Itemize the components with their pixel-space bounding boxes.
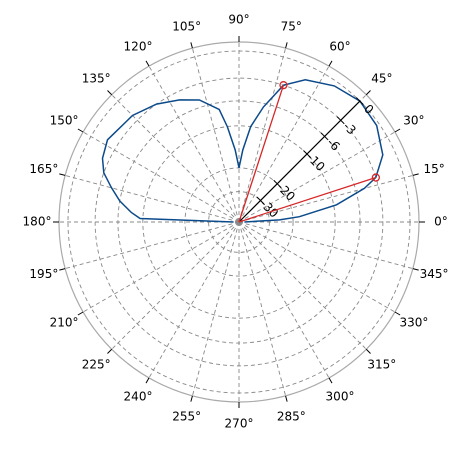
angle-label: 90° — [228, 13, 249, 27]
angle-label: 165° — [29, 162, 58, 176]
angle-label: 45° — [371, 72, 392, 86]
angle-label: 270° — [225, 417, 254, 431]
angle-label: 105° — [172, 19, 201, 33]
angle-label: 210° — [50, 316, 79, 330]
angle-label: 75° — [281, 19, 302, 33]
marker-point — [279, 81, 288, 90]
radial-tick — [356, 97, 364, 105]
angle-label: 240° — [124, 389, 153, 403]
angle-label: 135° — [82, 72, 111, 86]
grid-spoke — [65, 174, 240, 223]
angle-label: 15° — [423, 162, 444, 176]
angle-label: 30° — [403, 114, 424, 128]
grid-spoke — [82, 131, 240, 223]
angle-label: 0° — [434, 215, 448, 229]
angle-label: 315° — [367, 357, 396, 371]
angle-tick — [412, 268, 419, 271]
angle-label: 225° — [82, 357, 111, 371]
angle-tick — [77, 128, 84, 133]
radial-tick — [320, 132, 329, 141]
angle-tick — [365, 90, 371, 96]
angle-label: 300° — [326, 389, 355, 403]
angle-tick — [145, 60, 150, 67]
angle-label: 345° — [420, 267, 449, 281]
angle-tick — [328, 60, 333, 67]
angle-tick — [285, 42, 288, 49]
angle-tick — [59, 173, 66, 176]
grid-spoke — [65, 221, 240, 270]
angle-label: 195° — [29, 267, 58, 281]
angle-tick — [59, 268, 66, 271]
angle-tick — [394, 311, 401, 316]
angle-tick — [328, 377, 333, 384]
grid-spoke — [111, 221, 240, 350]
grid-spoke — [238, 48, 287, 223]
marker-ray — [238, 84, 285, 223]
angle-label: 285° — [277, 410, 306, 424]
grid-spoke — [238, 221, 396, 313]
grid-spoke — [238, 221, 413, 270]
angle-label: 330° — [399, 316, 428, 330]
radial-tick — [303, 150, 311, 158]
marker-ray — [238, 176, 377, 223]
grid-spoke — [238, 221, 330, 379]
angle-label: 255° — [172, 410, 201, 424]
angle-tick — [107, 90, 113, 96]
radial-tick — [273, 179, 282, 188]
angle-tick — [145, 377, 150, 384]
radial-tick — [336, 116, 345, 125]
angle-tick — [412, 173, 419, 176]
angle-label: 180° — [23, 215, 52, 229]
radial-tick — [256, 196, 265, 205]
grid-spoke — [82, 221, 240, 313]
angle-tick — [365, 348, 371, 354]
angle-tick — [285, 395, 288, 402]
grid-spoke — [191, 48, 240, 223]
grid-circle — [142, 125, 336, 319]
grid-spoke — [111, 94, 240, 223]
pattern-line — [101, 79, 384, 223]
radial-axis — [238, 100, 361, 223]
grid-spoke — [148, 221, 240, 379]
grid-spoke — [238, 65, 330, 223]
marker-point — [371, 173, 380, 182]
angle-tick — [190, 395, 193, 402]
grid-spoke — [191, 221, 240, 396]
grid-spoke — [238, 131, 396, 223]
angle-label: 60° — [329, 40, 350, 54]
grid-spoke — [148, 65, 240, 223]
grid-spoke — [238, 174, 413, 223]
grid-spoke — [238, 221, 367, 350]
grid-spoke — [238, 221, 287, 396]
radial-tick-label: 0 — [361, 102, 376, 117]
angle-label: 150° — [50, 114, 79, 128]
angle-tick — [77, 311, 84, 316]
angle-label: 120° — [124, 40, 153, 54]
angle-tick — [107, 348, 113, 354]
angle-tick — [190, 42, 193, 49]
angle-tick — [394, 128, 401, 133]
